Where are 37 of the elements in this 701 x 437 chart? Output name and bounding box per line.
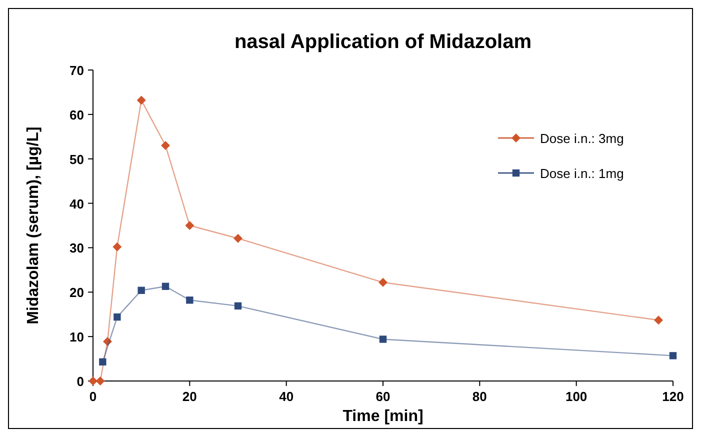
y-tick-label: 10 <box>70 330 84 345</box>
point <box>112 242 122 252</box>
y-tick-label: 50 <box>70 152 84 167</box>
y-tick-label: 40 <box>70 196 84 212</box>
point <box>378 278 388 287</box>
point <box>138 286 145 294</box>
y-tick-label: 20 <box>70 285 84 300</box>
x-tick-label: 80 <box>472 389 487 404</box>
point <box>99 358 106 366</box>
x-tick-label: 40 <box>279 389 294 404</box>
point <box>103 336 112 346</box>
legend-label: Dose i.n.: 3mg <box>540 131 624 146</box>
y-tick-label: 0 <box>76 374 84 389</box>
point <box>654 316 663 325</box>
point <box>186 296 194 304</box>
y-tick-label: 30 <box>70 240 84 256</box>
point <box>234 234 242 243</box>
point <box>96 376 105 386</box>
point <box>162 282 170 290</box>
x-tick-label: 20 <box>182 389 197 404</box>
point <box>185 221 194 230</box>
point <box>136 96 146 105</box>
y-axis-title: Midazolam (serum), [µg/L] <box>25 126 42 324</box>
y-tick-label: 70 <box>70 63 84 78</box>
x-tick-label: 0 <box>89 389 97 404</box>
x-tick-label: 100 <box>565 389 588 404</box>
point <box>669 352 677 360</box>
x-tick-label: 120 <box>662 389 684 404</box>
point <box>379 336 387 343</box>
chart-title: nasal Application of Midazolam <box>234 31 532 53</box>
point <box>114 313 121 321</box>
y-tick-label: 60 <box>70 107 84 122</box>
x-tick-label: 60 <box>376 389 390 404</box>
legend-label: Dose i.n.: 1mg <box>540 166 624 181</box>
point <box>234 302 242 310</box>
point <box>161 141 170 150</box>
x-axis-title: Time [min] <box>342 408 424 425</box>
